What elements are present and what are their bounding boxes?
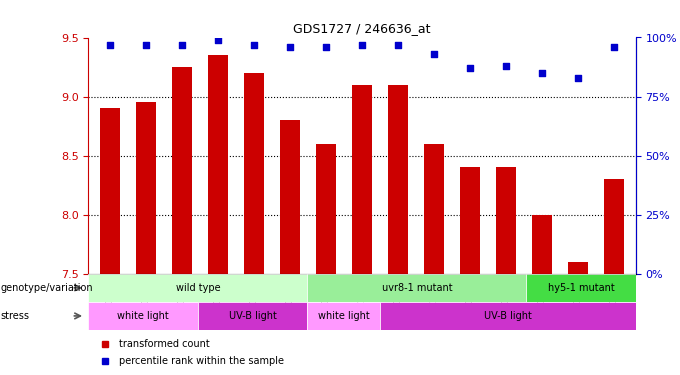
Text: genotype/variation: genotype/variation xyxy=(1,283,93,293)
Text: white light: white light xyxy=(117,311,169,321)
Bar xyxy=(388,85,408,274)
Bar xyxy=(307,274,526,302)
Text: stress: stress xyxy=(1,311,30,321)
Text: percentile rank within the sample: percentile rank within the sample xyxy=(118,356,284,366)
Bar xyxy=(380,302,636,330)
Point xyxy=(213,37,224,43)
Bar xyxy=(100,108,120,274)
Text: uvr8-1 mutant: uvr8-1 mutant xyxy=(381,283,452,293)
Bar xyxy=(424,144,444,274)
Text: transformed count: transformed count xyxy=(118,339,209,349)
Bar xyxy=(172,67,192,274)
Title: GDS1727 / 246636_at: GDS1727 / 246636_at xyxy=(293,22,431,35)
Point xyxy=(141,42,152,48)
Bar xyxy=(307,302,380,330)
Point xyxy=(609,44,619,50)
Point xyxy=(500,63,511,69)
Bar xyxy=(280,120,300,274)
Bar xyxy=(526,274,636,302)
Text: white light: white light xyxy=(318,311,370,321)
Bar xyxy=(198,302,307,330)
Text: hy5-1 mutant: hy5-1 mutant xyxy=(547,283,615,293)
Bar xyxy=(605,179,624,274)
Bar xyxy=(88,274,307,302)
Bar xyxy=(568,262,588,274)
Point xyxy=(249,42,260,48)
Point xyxy=(285,44,296,50)
Text: UV-B light: UV-B light xyxy=(484,311,532,321)
Bar xyxy=(352,85,372,274)
Bar xyxy=(88,302,198,330)
Bar xyxy=(316,144,336,274)
Bar xyxy=(244,73,264,274)
Bar xyxy=(532,214,552,274)
Bar xyxy=(460,167,480,274)
Bar xyxy=(88,274,636,375)
Point xyxy=(105,42,116,48)
Point xyxy=(392,42,403,48)
Point xyxy=(537,70,547,76)
Point xyxy=(321,44,332,50)
Point xyxy=(357,42,368,48)
Bar xyxy=(136,102,156,274)
Point xyxy=(464,65,475,71)
Text: wild type: wild type xyxy=(175,283,220,293)
Text: UV-B light: UV-B light xyxy=(228,311,277,321)
Point xyxy=(177,42,188,48)
Point xyxy=(428,51,439,57)
Bar xyxy=(208,55,228,274)
Bar xyxy=(496,167,516,274)
Point xyxy=(573,75,583,81)
